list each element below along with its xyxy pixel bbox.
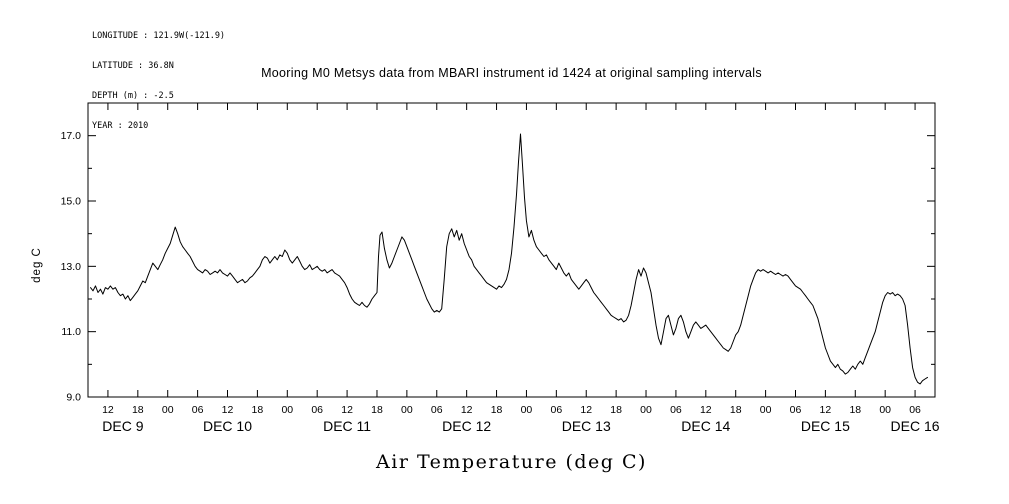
x-tick-label: 18 [610, 404, 622, 416]
metadata-depth: DEPTH (m) : -2.5 [92, 91, 174, 101]
x-tick-label: 18 [849, 404, 861, 416]
x-tick-label: 00 [521, 404, 533, 416]
metadata-block: LONGITUDE : 121.9W(-121.9) LATITUDE : 36… [92, 11, 225, 151]
x-tick-label: 06 [550, 404, 562, 416]
y-tick-label: 17.0 [61, 130, 82, 142]
y-tick-label: 13.0 [61, 261, 82, 273]
x-tick-label: 18 [132, 404, 144, 416]
day-label: DEC 12 [442, 418, 491, 434]
day-label: DEC 9 [102, 418, 143, 434]
x-tick-label: 12 [461, 404, 473, 416]
axis-box [87, 102, 936, 398]
x-tick-label: 18 [252, 404, 264, 416]
x-tick-label: 18 [491, 404, 503, 416]
chart-title: Mooring M0 Metsys data from MBARI instru… [261, 66, 762, 80]
x-tick-label: 18 [730, 404, 742, 416]
x-tick-label: 06 [431, 404, 443, 416]
x-tick-label: 12 [222, 404, 234, 416]
day-label: DEC 16 [891, 418, 940, 434]
x-tick-label: 06 [909, 404, 921, 416]
x-tick-label: 12 [700, 404, 712, 416]
x-tick-label: 00 [401, 404, 413, 416]
x-tick-label: 06 [790, 404, 802, 416]
x-axis-title: Air Temperature (deg C) [376, 451, 647, 473]
metadata-latitude: LATITUDE : 36.8N [92, 61, 174, 71]
y-tick-label: 15.0 [61, 196, 82, 208]
temperature-line [90, 133, 928, 385]
day-label: DEC 13 [562, 418, 611, 434]
x-tick-label: 18 [371, 404, 383, 416]
x-tick-label: 12 [341, 404, 353, 416]
x-tick-label: 00 [760, 404, 772, 416]
y-tick-label: 9.0 [66, 392, 81, 404]
day-label: DEC 11 [323, 418, 371, 434]
x-tick-label: 00 [281, 404, 293, 416]
x-tick-label: 06 [670, 404, 682, 416]
day-label: DEC 15 [801, 418, 850, 434]
metadata-year: YEAR : 2010 [92, 121, 149, 131]
x-tick-label: 12 [820, 404, 832, 416]
x-tick-label: 00 [879, 404, 891, 416]
x-tick-label: 12 [102, 404, 114, 416]
y-tick-label: 11.0 [61, 326, 81, 338]
x-tick-label: 00 [640, 404, 652, 416]
x-tick-label: 06 [311, 404, 323, 416]
day-label: DEC 14 [681, 418, 730, 434]
metadata-longitude: LONGITUDE : 121.9W(-121.9) [92, 31, 226, 41]
x-tick-label: 00 [162, 404, 174, 416]
x-tick-label: 06 [192, 404, 204, 416]
x-tick-label: 12 [580, 404, 592, 416]
day-label: DEC 10 [203, 418, 252, 434]
